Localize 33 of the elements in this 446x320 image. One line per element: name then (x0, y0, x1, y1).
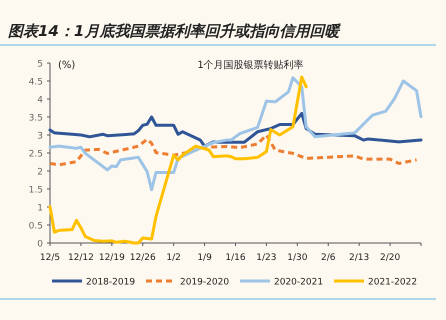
y-tick-label: 4.5 (28, 78, 43, 88)
line-series (48, 76, 422, 192)
x-tick-label: 2/6 (321, 253, 336, 263)
y-tick-label: 0 (37, 240, 44, 250)
x-tick-label: 1/23 (256, 253, 277, 263)
y-tick-label: 2 (37, 168, 43, 178)
x-tick-label: 1/30 (287, 253, 308, 263)
line-series (48, 134, 418, 166)
y-tick-label: 1.5 (28, 186, 43, 196)
legend-label: 2018-2019 (86, 278, 136, 288)
y-tick-label: 5 (37, 60, 43, 70)
chart-title: 图表14：1月底我国票据利率回升或指向信用回暖 (8, 22, 342, 40)
y-tick-label: 4 (37, 96, 44, 106)
x-tick-label: 12/12 (68, 253, 94, 263)
x-tick-label: 1/9 (197, 253, 212, 263)
chart-subtitle: 1个月国股银票转贴利率 (197, 59, 304, 71)
x-tick-label: 12/19 (98, 253, 126, 263)
x-tick-label: 12/5 (40, 253, 60, 263)
y-axis-title: (%) (58, 60, 76, 71)
y-tick-label: 3 (37, 132, 43, 142)
legend-label: 2019-2020 (180, 278, 230, 288)
x-tick-label: 1/2 (166, 253, 181, 263)
y-tick-label: 2.5 (28, 150, 43, 160)
y-tick-label: 1 (37, 204, 43, 214)
x-tick-label: 2/13 (349, 253, 370, 263)
y-tick-label: 3.5 (28, 114, 43, 124)
legend-label: 2020-2021 (274, 278, 324, 288)
line-series (48, 76, 308, 244)
y-tick-label: 0.5 (28, 222, 43, 232)
legend-label: 2021-2022 (368, 278, 418, 288)
x-tick-label: 12/26 (130, 253, 156, 263)
x-tick-label: 1/16 (225, 253, 246, 263)
x-tick-label: 2/20 (380, 253, 400, 263)
